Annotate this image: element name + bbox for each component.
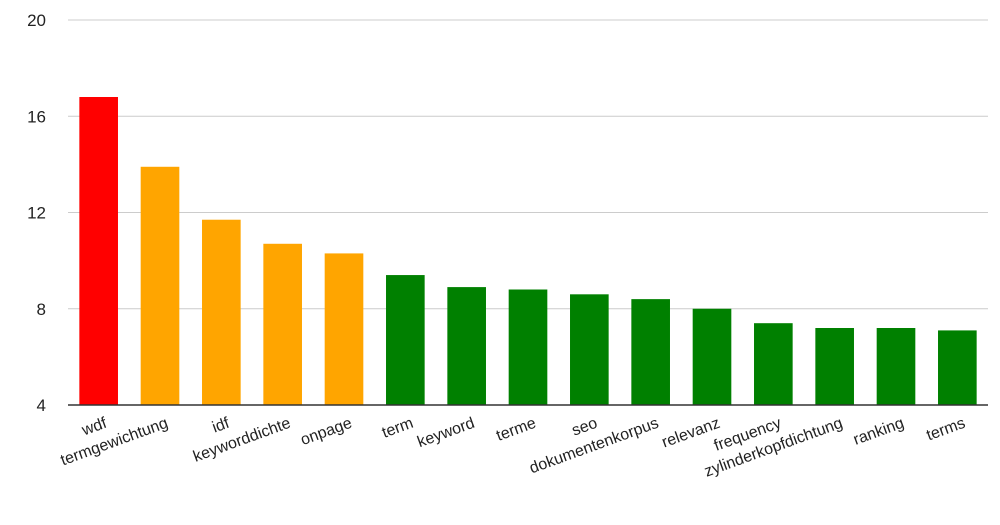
- bars: [79, 97, 977, 406]
- bar[interactable]: [754, 323, 793, 405]
- y-tick-label: 4: [37, 396, 46, 415]
- bar[interactable]: [631, 299, 670, 405]
- bar[interactable]: [876, 328, 916, 405]
- bar[interactable]: [508, 289, 548, 406]
- bar[interactable]: [263, 243, 302, 405]
- bar[interactable]: [815, 328, 854, 405]
- bar[interactable]: [938, 330, 977, 405]
- x-tick-label: termgewichtung: [58, 415, 170, 470]
- bar[interactable]: [570, 294, 609, 405]
- bar[interactable]: [140, 166, 180, 405]
- y-tick-label: 20: [27, 11, 46, 30]
- y-tick-label: 8: [37, 300, 46, 319]
- bar[interactable]: [386, 275, 425, 405]
- y-tick-labels: 4 8 12 16 20: [27, 11, 46, 415]
- x-tick-label: term: [380, 415, 416, 442]
- bar[interactable]: [202, 219, 241, 405]
- bar[interactable]: [79, 97, 118, 405]
- x-tick-label: terme: [494, 415, 538, 445]
- x-tick-label: terms: [924, 415, 967, 445]
- x-tick-label: keyworddichte: [191, 415, 293, 466]
- y-tick-label: 16: [27, 107, 46, 126]
- x-tick-label: ranking: [851, 415, 906, 449]
- bar[interactable]: [692, 308, 732, 405]
- x-tick-label: keyword: [415, 415, 477, 451]
- bar[interactable]: [324, 253, 364, 405]
- x-tick-label: onpage: [298, 415, 354, 449]
- x-tick-label: relevanz: [660, 415, 723, 452]
- bar[interactable]: [447, 287, 486, 405]
- x-tick-label: idf: [210, 415, 232, 437]
- y-tick-label: 12: [27, 204, 46, 223]
